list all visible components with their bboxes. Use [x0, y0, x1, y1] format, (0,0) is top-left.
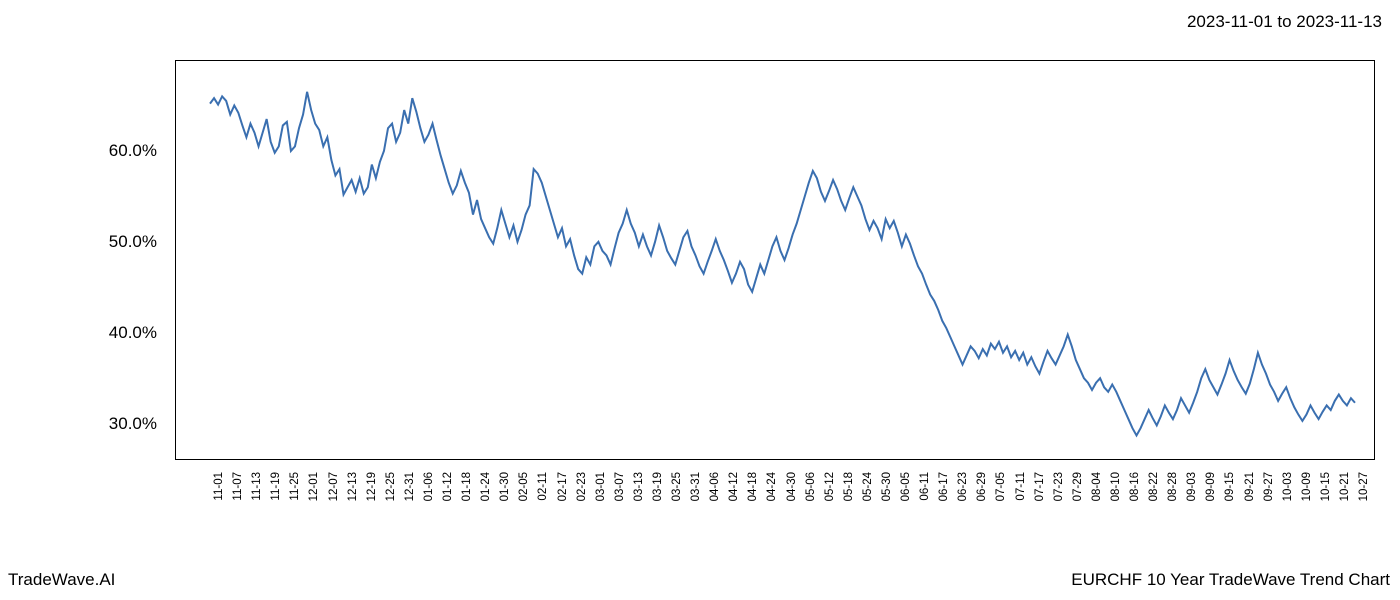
- x-label: 05-12: [824, 472, 836, 501]
- x-label: 04-12: [728, 472, 740, 501]
- x-label: 06-05: [900, 472, 912, 501]
- x-label: 10-15: [1320, 472, 1332, 501]
- x-label: 02-17: [557, 472, 569, 501]
- x-label: 01-12: [442, 472, 454, 501]
- x-label: 12-07: [328, 472, 340, 501]
- x-label: 04-24: [766, 472, 778, 501]
- x-label: 07-17: [1034, 472, 1046, 501]
- x-label: 08-16: [1129, 472, 1141, 501]
- x-label: 11-25: [289, 472, 301, 501]
- x-label: 04-30: [786, 472, 798, 501]
- x-label: 01-18: [461, 472, 473, 501]
- x-label: 06-29: [976, 472, 988, 501]
- x-label: 01-30: [499, 472, 511, 501]
- x-label: 11-07: [232, 472, 244, 501]
- chart-plot: [175, 60, 1375, 460]
- y-label-30: 30.0%: [109, 414, 157, 434]
- x-axis-labels: 11-01 11-07 11-13 11-19 11-25 12-01 12-07 12-13…: [175, 470, 1375, 550]
- x-label: 12-01: [308, 472, 320, 501]
- x-label: 09-21: [1244, 472, 1256, 501]
- x-label: 10-27: [1358, 472, 1370, 501]
- x-label: 12-31: [404, 472, 416, 501]
- x-label: 09-27: [1263, 472, 1275, 501]
- x-label: 05-18: [843, 472, 855, 501]
- y-label-50: 50.0%: [109, 232, 157, 252]
- x-label: 05-06: [805, 472, 817, 501]
- brand-label: TradeWave.AI: [8, 570, 115, 590]
- x-label: 01-24: [480, 472, 492, 501]
- x-label: 09-09: [1205, 472, 1217, 501]
- x-label: 05-30: [881, 472, 893, 501]
- x-label: 12-25: [385, 472, 397, 501]
- x-label: 03-19: [652, 472, 664, 501]
- x-label: 03-07: [614, 472, 626, 501]
- x-label: 09-15: [1224, 472, 1236, 501]
- x-label: 07-11: [1015, 472, 1027, 501]
- x-label: 04-18: [747, 472, 759, 501]
- x-label: 09-03: [1186, 472, 1198, 501]
- x-label: 06-23: [957, 472, 969, 501]
- x-label: 02-05: [518, 472, 530, 501]
- y-label-60: 60.0%: [109, 141, 157, 161]
- y-label-40: 40.0%: [109, 323, 157, 343]
- date-range-label: 2023-11-01 to 2023-11-13: [1187, 12, 1382, 32]
- x-label: 12-13: [347, 472, 359, 501]
- y-axis-labels: 60.0% 50.0% 40.0% 30.0%: [0, 60, 175, 460]
- x-label: 07-23: [1053, 472, 1065, 501]
- x-label: 07-29: [1072, 472, 1084, 501]
- x-label: 08-10: [1110, 472, 1122, 501]
- x-label: 11-01: [213, 472, 225, 501]
- x-label: 08-28: [1167, 472, 1179, 501]
- x-label: 10-09: [1301, 472, 1313, 501]
- x-label: 06-17: [938, 472, 950, 501]
- x-label: 07-05: [995, 472, 1007, 501]
- x-label: 11-19: [270, 472, 282, 501]
- x-label: 06-11: [919, 472, 931, 501]
- x-label: 08-04: [1091, 472, 1103, 501]
- x-label: 02-11: [537, 472, 549, 501]
- x-label: 05-24: [862, 472, 874, 501]
- x-label: 01-06: [423, 472, 435, 501]
- chart-title: EURCHF 10 Year TradeWave Trend Chart: [1071, 570, 1390, 590]
- x-label: 10-03: [1282, 472, 1294, 501]
- x-label: 10-21: [1339, 472, 1351, 501]
- x-label: 03-01: [595, 472, 607, 501]
- x-label: 02-23: [576, 472, 588, 501]
- x-label: 11-13: [251, 472, 263, 501]
- x-label: 03-13: [633, 472, 645, 501]
- x-label: 03-25: [671, 472, 683, 501]
- x-label: 08-22: [1148, 472, 1160, 501]
- x-label: 03-31: [690, 472, 702, 501]
- x-label: 04-06: [709, 472, 721, 501]
- x-label: 12-19: [366, 472, 378, 501]
